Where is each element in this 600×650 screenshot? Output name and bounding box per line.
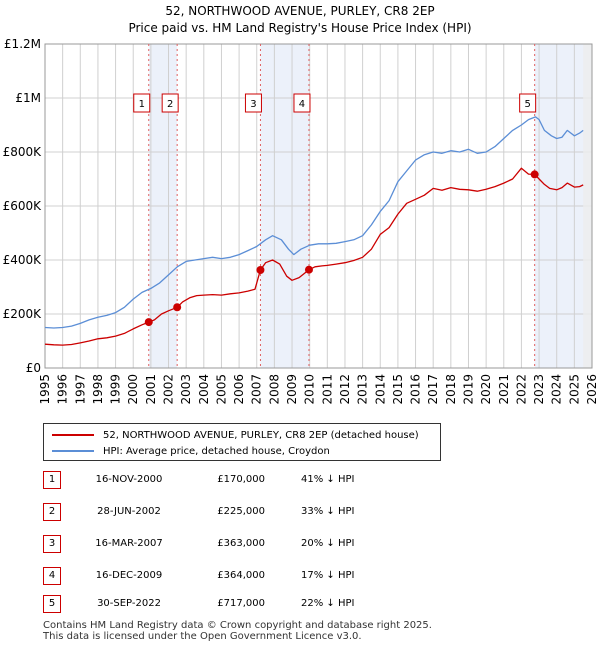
x-tick-label: 2020 bbox=[479, 374, 493, 405]
sale-number: 4 bbox=[43, 567, 61, 585]
footer-line-2: This data is licensed under the Open Gov… bbox=[43, 631, 362, 642]
sale-point bbox=[144, 318, 153, 327]
sale-marker-box bbox=[133, 93, 151, 113]
x-tick-label: 2010 bbox=[303, 374, 317, 405]
x-tick-label: 2006 bbox=[232, 374, 246, 405]
legend-swatch-property bbox=[52, 434, 94, 436]
footer-note: Contains HM Land Registry data © Crown c… bbox=[43, 620, 432, 642]
footer-line-1: Contains HM Land Registry data © Crown c… bbox=[43, 620, 432, 631]
y-tick-label: £600K bbox=[3, 199, 43, 213]
sale-row: 4 16-DEC-2009 £364,000 17% ↓ HPI bbox=[43, 567, 463, 587]
x-tick-label: 2015 bbox=[391, 374, 405, 405]
sale-hpi-diff: 17% ↓ HPI bbox=[301, 570, 355, 581]
sale-marker-box bbox=[244, 93, 262, 113]
x-tick-label: 1996 bbox=[56, 374, 70, 405]
x-tick-label: 2023 bbox=[532, 374, 546, 405]
x-tick-label: 2000 bbox=[126, 374, 140, 405]
x-tick-label: 2026 bbox=[585, 374, 599, 405]
x-tick-label: 2005 bbox=[214, 374, 228, 405]
chart-legend: 52, NORTHWOOD AVENUE, PURLEY, CR8 2EP (d… bbox=[43, 423, 441, 461]
x-tick-label: 2013 bbox=[356, 374, 370, 405]
x-tick-label: 2011 bbox=[320, 374, 334, 405]
x-tick-label: 2008 bbox=[267, 374, 281, 405]
series-line-property bbox=[44, 167, 584, 346]
sale-number: 5 bbox=[43, 595, 61, 613]
sale-number: 2 bbox=[43, 503, 61, 521]
x-tick-label: 1999 bbox=[109, 374, 123, 405]
legend-item-property: 52, NORTHWOOD AVENUE, PURLEY, CR8 2EP (d… bbox=[52, 427, 419, 443]
sale-marker-box bbox=[161, 93, 179, 113]
x-tick-label: 2003 bbox=[179, 374, 193, 405]
y-tick-label: £800K bbox=[3, 145, 43, 159]
x-tick-label: 2017 bbox=[426, 374, 440, 405]
x-tick-label: 2002 bbox=[162, 374, 176, 405]
legend-item-hpi: HPI: Average price, detached house, Croy… bbox=[52, 443, 330, 459]
x-tick-label: 1995 bbox=[38, 374, 52, 405]
forecast-region bbox=[583, 44, 592, 368]
sale-price: £225,000 bbox=[217, 506, 265, 517]
y-tick-label: £0 bbox=[26, 361, 41, 375]
y-tick-label: £1M bbox=[15, 91, 41, 105]
chart-title: 52, NORTHWOOD AVENUE, PURLEY, CR8 2EP bbox=[165, 4, 434, 18]
sale-date: 16-NOV-2000 bbox=[95, 474, 163, 485]
sale-marker-label: 3 bbox=[250, 99, 256, 110]
y-tick-label: £400K bbox=[3, 253, 43, 267]
x-tick-label: 2004 bbox=[197, 374, 211, 405]
sale-date: 16-MAR-2007 bbox=[95, 538, 163, 549]
y-tick-label: £200K bbox=[3, 307, 43, 321]
sale-marker-label: 2 bbox=[167, 99, 173, 110]
sale-row: 5 30-SEP-2022 £717,000 22% ↓ HPI bbox=[43, 595, 463, 615]
x-tick-label: 2024 bbox=[550, 374, 564, 405]
series-line-hpi bbox=[44, 116, 584, 329]
sale-point bbox=[304, 265, 313, 274]
x-tick-label: 1997 bbox=[73, 374, 87, 405]
sale-marker-box bbox=[519, 93, 537, 113]
x-tick-label: 2009 bbox=[285, 374, 299, 405]
sale-number: 3 bbox=[43, 535, 61, 553]
sale-row: 3 16-MAR-2007 £363,000 20% ↓ HPI bbox=[43, 535, 463, 555]
sale-point bbox=[173, 303, 182, 312]
x-tick-label: 2018 bbox=[444, 374, 458, 405]
sale-number: 1 bbox=[43, 471, 61, 489]
x-tick-label: 2007 bbox=[250, 374, 264, 405]
sale-date: 30-SEP-2022 bbox=[97, 598, 161, 609]
x-tick-label: 2021 bbox=[497, 374, 511, 405]
y-tick-label: £1.2M bbox=[4, 37, 41, 51]
x-tick-label: 2025 bbox=[567, 374, 581, 405]
x-tick-label: 2012 bbox=[338, 374, 352, 405]
x-tick-label: 2022 bbox=[514, 374, 528, 405]
sale-point bbox=[530, 170, 539, 179]
x-tick-label: 2014 bbox=[373, 374, 387, 405]
x-tick-label: 2001 bbox=[144, 374, 158, 405]
sale-marker-label: 1 bbox=[139, 99, 145, 110]
sale-marker-label: 5 bbox=[524, 99, 530, 110]
sale-hpi-diff: 33% ↓ HPI bbox=[301, 506, 355, 517]
sale-price: £170,000 bbox=[217, 474, 265, 485]
sale-marker-box bbox=[293, 93, 311, 113]
price-chart: 52, NORTHWOOD AVENUE, PURLEY, CR8 2EP Pr… bbox=[3, 4, 599, 405]
sale-marker-label: 4 bbox=[299, 99, 305, 110]
sale-hpi-diff: 22% ↓ HPI bbox=[301, 598, 355, 609]
sale-row: 2 28-JUN-2002 £225,000 33% ↓ HPI bbox=[43, 503, 463, 523]
legend-label-hpi: HPI: Average price, detached house, Croy… bbox=[103, 445, 330, 457]
legend-swatch-hpi bbox=[52, 450, 94, 452]
legend-label-property: 52, NORTHWOOD AVENUE, PURLEY, CR8 2EP (d… bbox=[103, 429, 419, 441]
sale-hpi-diff: 41% ↓ HPI bbox=[301, 474, 355, 485]
sale-point bbox=[256, 265, 265, 274]
sale-hpi-diff: 20% ↓ HPI bbox=[301, 538, 355, 549]
sale-price: £717,000 bbox=[217, 598, 265, 609]
sale-date: 16-DEC-2009 bbox=[95, 570, 163, 581]
plot-frame bbox=[44, 43, 593, 369]
chart-subtitle: Price paid vs. HM Land Registry's House … bbox=[128, 21, 471, 35]
x-tick-label: 2019 bbox=[461, 374, 475, 405]
sale-price: £364,000 bbox=[217, 570, 265, 581]
x-tick-label: 2016 bbox=[409, 374, 423, 405]
sale-date: 28-JUN-2002 bbox=[97, 506, 161, 517]
x-tick-label: 1998 bbox=[91, 374, 105, 405]
sale-price: £363,000 bbox=[217, 538, 265, 549]
sale-row: 1 16-NOV-2000 £170,000 41% ↓ HPI bbox=[43, 471, 463, 491]
